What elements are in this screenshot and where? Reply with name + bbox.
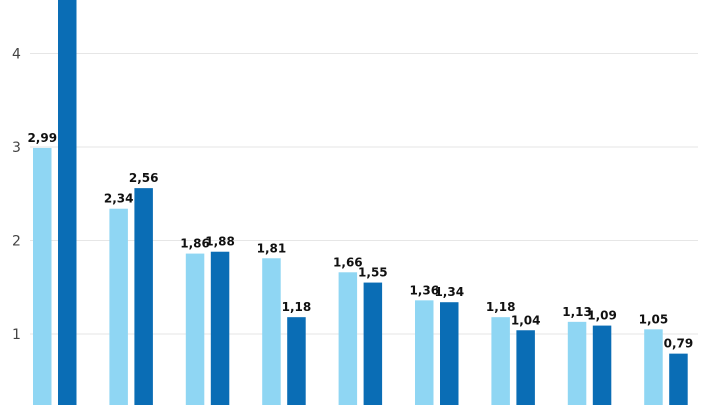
bar xyxy=(516,330,535,405)
bar xyxy=(415,300,434,405)
data-label: 2,99 xyxy=(27,131,57,145)
bars xyxy=(33,0,688,405)
data-label: 1,88 xyxy=(205,235,235,249)
data-label: 2,34 xyxy=(104,192,134,206)
data-label: 0,79 xyxy=(664,337,694,351)
bar xyxy=(338,272,358,405)
bar xyxy=(592,325,612,405)
bar xyxy=(440,302,459,405)
data-label: 1,13 xyxy=(562,305,592,319)
bar xyxy=(185,253,205,405)
y-tick-label: 1 xyxy=(12,327,21,343)
bar xyxy=(262,258,281,405)
data-label: 1,81 xyxy=(257,241,287,255)
bar xyxy=(567,321,587,405)
bar xyxy=(363,282,383,405)
bar xyxy=(210,251,230,405)
data-label: 1,86 xyxy=(180,237,210,251)
bar xyxy=(287,317,306,405)
bar xyxy=(669,353,688,405)
bar xyxy=(33,147,52,405)
bar xyxy=(58,0,77,405)
data-label: 1,34 xyxy=(434,285,464,299)
data-label: 1,55 xyxy=(358,266,388,280)
data-label: 1,36 xyxy=(409,283,439,297)
data-label: 1,18 xyxy=(486,300,516,314)
data-label: 1,04 xyxy=(511,313,541,327)
data-label: 2,56 xyxy=(129,171,159,185)
bar xyxy=(644,329,663,405)
y-tick-label: 4 xyxy=(12,47,21,63)
data-label: 1,66 xyxy=(333,255,363,269)
y-axis-ticks: 1 2 3 4 xyxy=(12,47,21,344)
bar xyxy=(491,317,510,405)
bar xyxy=(134,188,153,405)
data-label: 1,05 xyxy=(639,312,669,326)
data-labels: 2,99 2,34 2,56 1,861,88 1,81 1,18 1,661,55 1,36… xyxy=(27,131,693,351)
data-label: 1,09 xyxy=(587,309,617,323)
y-tick-label: 2 xyxy=(12,234,21,250)
y-tick-label: 3 xyxy=(12,140,21,156)
data-label: 1,18 xyxy=(282,300,312,314)
bar xyxy=(109,208,128,405)
